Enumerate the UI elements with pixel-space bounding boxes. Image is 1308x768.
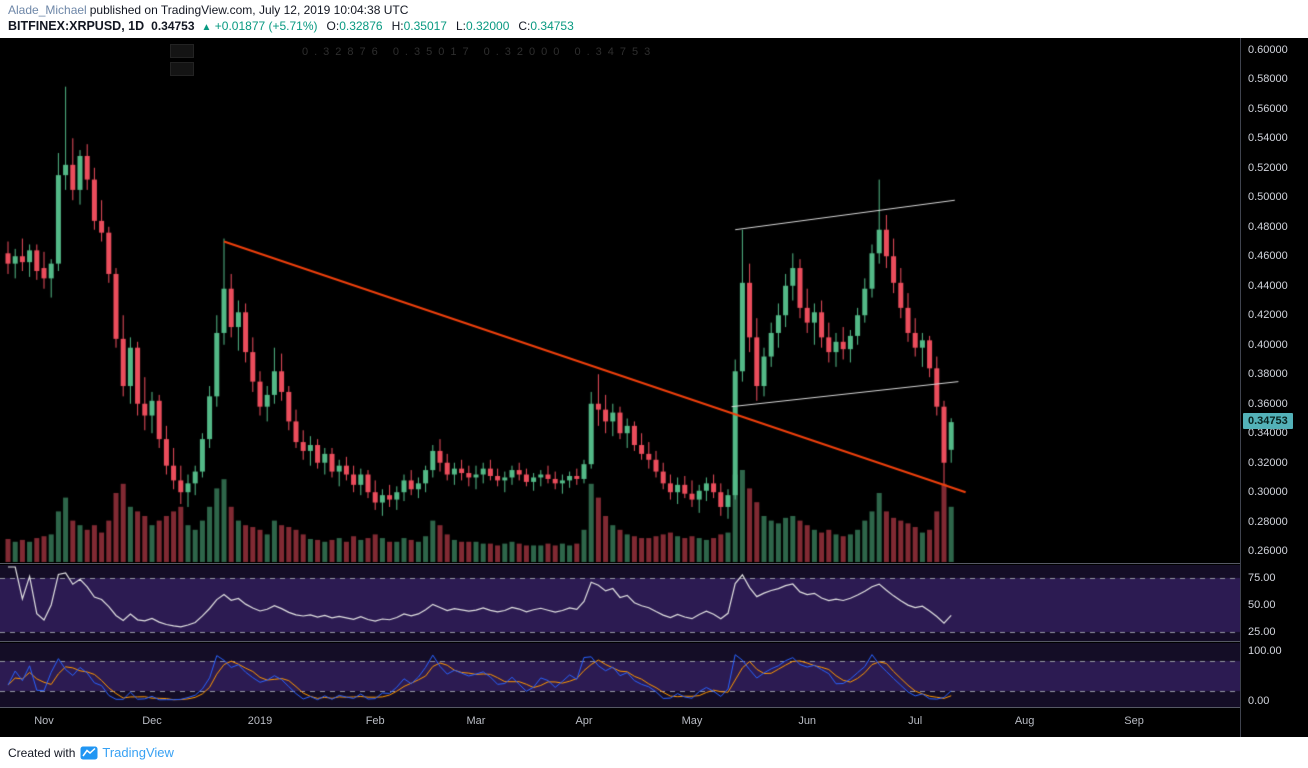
last-price-value: 0.34753 (151, 19, 195, 33)
time-tick: May (681, 715, 703, 727)
publish-header: Alade_Michael published on TradingView.co… (0, 0, 1308, 38)
price-tick: 0.46000 (1248, 250, 1288, 263)
price-tick: 0.48000 (1248, 220, 1288, 233)
price-tick: 0.28000 (1248, 515, 1288, 528)
stoch-level-tick: 100.00 (1248, 645, 1282, 657)
time-tick: Mar (466, 715, 486, 727)
price-tick: 0.36000 (1248, 397, 1288, 410)
time-tick: Jul (908, 715, 923, 727)
price-tick: 0.38000 (1248, 368, 1288, 381)
time-tick: 2019 (247, 715, 273, 727)
time-tick: Jun (798, 715, 817, 727)
price-tick: 0.50000 (1248, 191, 1288, 204)
price-tick: 0.56000 (1248, 102, 1288, 115)
change-value: +0.01877 (+5.71%) (214, 19, 318, 33)
price-tick: 0.54000 (1248, 132, 1288, 145)
time-tick: Nov (34, 715, 54, 727)
price-tick: 0.42000 (1248, 309, 1288, 322)
rsi-level-tick: 25.00 (1248, 626, 1276, 638)
legend-toggle-button[interactable] (170, 44, 194, 58)
price-tick: 0.32000 (1248, 456, 1288, 469)
price-change: ▲ +0.01877 (+5.71%) (202, 18, 318, 36)
site-footer: Created with TradingView (0, 737, 1308, 768)
symbol-line: BITFINEX:XRPUSD, 1D 0.34753 ▲ +0.01877 (… (8, 18, 1308, 36)
tradingview-brand-name: TradingView (102, 745, 174, 760)
pane-separator[interactable] (0, 563, 1308, 564)
time-tick: Sep (1124, 715, 1144, 727)
price-tick: 0.52000 (1248, 161, 1288, 174)
tradingview-link[interactable]: TradingView (80, 744, 174, 762)
stoch-level-tick: 0.00 (1248, 695, 1270, 707)
price-tick: 0.60000 (1248, 43, 1288, 56)
symbol-title: BITFINEX:XRPUSD, 1D (8, 19, 145, 33)
rsi-pane-canvas[interactable] (0, 565, 1240, 641)
time-tick: Apr (575, 715, 593, 727)
time-tick: Aug (1014, 715, 1035, 727)
price-tick: 0.58000 (1248, 73, 1288, 86)
last-price-tag: 0.34753 (1243, 413, 1293, 430)
chart-region: 0.32876 0.35017 0.32000 0.34753 Nov Dec 20… (0, 38, 1308, 737)
author-link[interactable]: Alade_Michael (8, 3, 87, 17)
time-tick: Dec (142, 715, 162, 727)
price-chart-canvas[interactable] (0, 38, 1240, 563)
tradingview-logo-icon (80, 746, 98, 759)
price-tick: 0.30000 (1248, 486, 1288, 499)
legend-toggles (170, 44, 194, 76)
publish-info: published on TradingView.com, July 12, 2… (89, 3, 409, 17)
rsi-level-tick: 75.00 (1248, 572, 1276, 584)
pane-separator[interactable] (0, 641, 1308, 642)
price-tick: 0.44000 (1248, 279, 1288, 292)
up-arrow-icon: ▲ (201, 22, 212, 33)
low-readout: L:0.32000 (455, 19, 510, 33)
price-tick: 0.40000 (1248, 338, 1288, 351)
time-tick: Feb (365, 715, 385, 727)
pane-separator[interactable] (0, 707, 1308, 708)
rsi-level-tick: 50.00 (1248, 599, 1276, 611)
publish-line: Alade_Michael published on TradingView.co… (8, 2, 1308, 18)
stoch-pane-canvas[interactable] (0, 643, 1240, 707)
high-readout: H:0.35017 (391, 19, 447, 33)
time-axis[interactable]: Nov Dec 2019 Feb Mar Apr May Jun Jul Aug Sep (0, 708, 1240, 737)
price-tick: 0.26000 (1248, 545, 1288, 558)
open-readout: O:0.32876 (326, 19, 383, 33)
created-with-label: Created with (8, 745, 76, 760)
legend-ohlc-dim: 0.32876 0.35017 0.32000 0.34753 (302, 46, 657, 58)
price-tick: 0.34000 (1248, 427, 1288, 440)
price-axis[interactable]: 0.34753 0.60000 0.58000 0.56000 0.54000 0.52… (1240, 38, 1308, 737)
close-readout: C:0.34753 (518, 19, 574, 33)
legend-toggle-button[interactable] (170, 62, 194, 76)
